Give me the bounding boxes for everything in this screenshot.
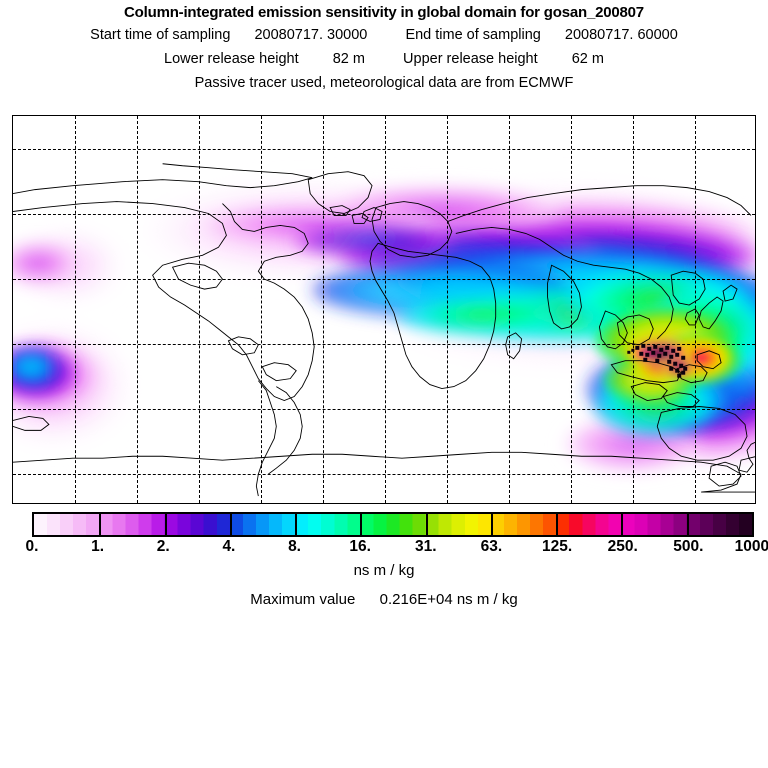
colorbar-tick-label: 125. xyxy=(541,538,573,555)
saturated-pixels xyxy=(627,343,688,378)
colorbar-gradient xyxy=(34,514,752,535)
colorbar-divider xyxy=(490,514,493,535)
colorbar-divider xyxy=(556,514,559,535)
colorbar-divider xyxy=(425,514,428,535)
lower-release-label: Lower release height xyxy=(164,51,299,67)
map-plot-panel xyxy=(12,115,756,504)
maximum-value-units: ns m / kg xyxy=(456,591,518,608)
colorbar-divider xyxy=(621,514,624,535)
colorbar xyxy=(32,512,754,537)
end-time-label: End time of sampling xyxy=(405,27,541,43)
start-time-label: Start time of sampling xyxy=(90,27,231,43)
lower-release-value: 82 m xyxy=(332,51,365,67)
emission-sensitivity-field xyxy=(13,180,755,475)
graticule-gridlines xyxy=(13,116,755,503)
colorbar-divider xyxy=(360,514,363,535)
colorbar-divider xyxy=(164,514,167,535)
colorbar-divider xyxy=(295,514,298,535)
start-time-value: 20080717. 30000 xyxy=(254,27,368,43)
upper-release-value: 62 m xyxy=(571,51,604,67)
colorbar-tick-label: 1. xyxy=(91,538,105,555)
maximum-value-number: 0.216E+04 xyxy=(379,591,453,608)
colorbar-tick-label: 250. xyxy=(607,538,638,555)
colorbar-units-label: ns m / kg xyxy=(353,562,415,579)
colorbar-tick-label: 16. xyxy=(349,538,371,555)
colorbar-divider xyxy=(686,514,689,535)
maximum-value-line: Maximum value 0.216E+04 ns m / kg xyxy=(0,591,768,608)
upper-release-label: Upper release height xyxy=(403,51,538,67)
colorbar-tick-label: 2. xyxy=(156,538,170,555)
sampling-time-line: Start time of sampling 20080717. 30000 E… xyxy=(0,27,768,43)
colorbar-tick-label: 0. xyxy=(25,538,39,555)
colorbar-tick-label: 4. xyxy=(222,538,236,555)
end-time-value: 20080717. 60000 xyxy=(564,27,678,43)
colorbar-tick-label: 63. xyxy=(480,538,503,555)
colorbar-tick-labels: 0. 1. 2. 4. 8. 16. 31. 63. 125. 250. 500. 1000. xyxy=(0,538,768,558)
colorbar-divider xyxy=(229,514,232,535)
colorbar-tick-label: 8. xyxy=(288,538,301,555)
colorbar-divider xyxy=(99,514,102,535)
release-height-line: Lower release height 82 m Upper release … xyxy=(0,51,768,67)
page-title: Column-integrated emission sensitivity i… xyxy=(124,4,644,21)
colorbar-frame xyxy=(32,512,754,537)
colorbar-tick-label: 500. xyxy=(673,538,704,555)
colorbar-tick-label: 1000. xyxy=(734,538,768,555)
tracer-note: Passive tracer used, meteorological data… xyxy=(194,75,574,91)
maximum-value-label: Maximum value xyxy=(250,591,356,608)
colorbar-tick-label: 31. xyxy=(415,538,437,555)
